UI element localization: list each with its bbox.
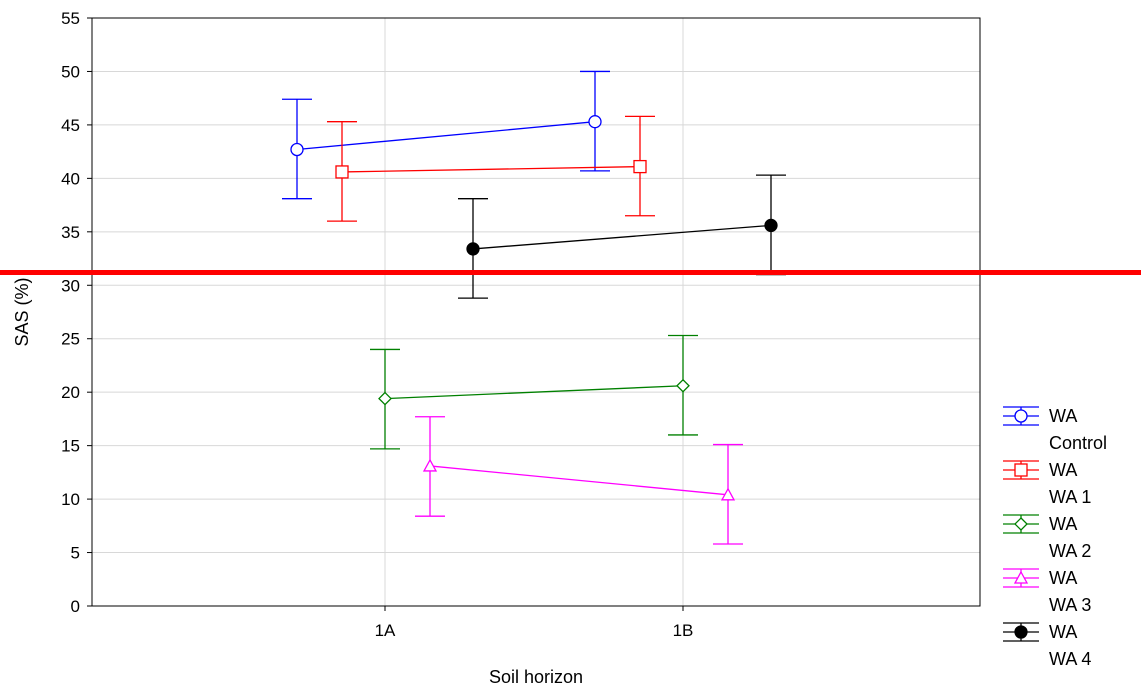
- data-point: [720, 487, 736, 501]
- y-tick-label: 30: [61, 276, 80, 295]
- legend-entry-5: WA WA 4: [1003, 622, 1091, 669]
- y-tick-label: 25: [61, 330, 80, 349]
- y-tick-label: 40: [61, 169, 80, 188]
- legend-label: WA 3: [1049, 595, 1091, 615]
- series-line: [429, 465, 729, 496]
- series-5: [458, 174, 786, 299]
- data-point: [335, 165, 349, 179]
- legend-swatch-marker: [1013, 570, 1029, 584]
- y-axis: 0 5 10 15 20 25 30 35 40 45 50 55: [61, 9, 92, 616]
- series-4: [415, 416, 743, 545]
- data-point: [378, 391, 392, 406]
- data-point: [764, 218, 778, 233]
- plot-area-frame: [91, 17, 981, 607]
- legend-label: Control: [1049, 433, 1107, 453]
- series-group: [282, 70, 786, 545]
- y-axis-title: SAS (%): [12, 277, 32, 346]
- legend-label: WA 1: [1049, 487, 1091, 507]
- legend-label: WA: [1049, 514, 1077, 534]
- data-point: [290, 142, 304, 157]
- y-tick-label: 15: [61, 437, 80, 456]
- y-tick-label: 20: [61, 383, 80, 402]
- legend-label: WA: [1049, 622, 1077, 642]
- y-tick-label: 55: [61, 9, 80, 28]
- legend-entry-2: WA WA 1: [1003, 460, 1091, 507]
- data-point: [422, 458, 438, 472]
- series-line: [341, 165, 641, 173]
- x-axis: 1A 1B: [375, 606, 694, 640]
- y-tick-label: 50: [61, 62, 80, 81]
- series-line: [384, 385, 684, 400]
- x-tick-label: 1A: [375, 621, 396, 640]
- y-tick-label: 45: [61, 116, 80, 135]
- data-point: [633, 159, 647, 174]
- legend-entry-1: WA Control: [1003, 406, 1107, 453]
- y-tick-label: 10: [61, 490, 80, 509]
- legend: WA Control WA WA 1 WA WA 2 WA WA 3 WA WA 4: [1003, 406, 1107, 669]
- series-line: [296, 121, 596, 151]
- legend-swatch-marker: [1014, 409, 1028, 423]
- legend-label: WA 2: [1049, 541, 1091, 561]
- legend-swatch-marker: [1014, 463, 1028, 477]
- y-tick-label: 35: [61, 223, 80, 242]
- legend-entry-4: WA WA 3: [1003, 568, 1091, 615]
- legend-label: WA: [1049, 406, 1077, 426]
- series-1: [282, 70, 610, 200]
- legend-swatch-marker: [1014, 517, 1028, 531]
- data-point: [588, 115, 602, 129]
- y-tick-label: 0: [71, 597, 80, 616]
- x-axis-title: Soil horizon: [489, 667, 583, 687]
- legend-label: WA: [1049, 568, 1077, 588]
- series-2: [327, 115, 655, 222]
- series-3: [370, 334, 698, 450]
- legend-entry-3: WA WA 2: [1003, 514, 1091, 561]
- legend-swatch-marker: [1014, 625, 1028, 639]
- legend-label: WA: [1049, 460, 1077, 480]
- series-line: [472, 224, 772, 250]
- x-tick-label: 1B: [673, 621, 694, 640]
- data-point: [466, 242, 480, 256]
- legend-label: WA 4: [1049, 649, 1091, 669]
- y-tick-label: 5: [71, 544, 80, 563]
- data-point: [676, 378, 690, 393]
- gridlines: [92, 18, 980, 606]
